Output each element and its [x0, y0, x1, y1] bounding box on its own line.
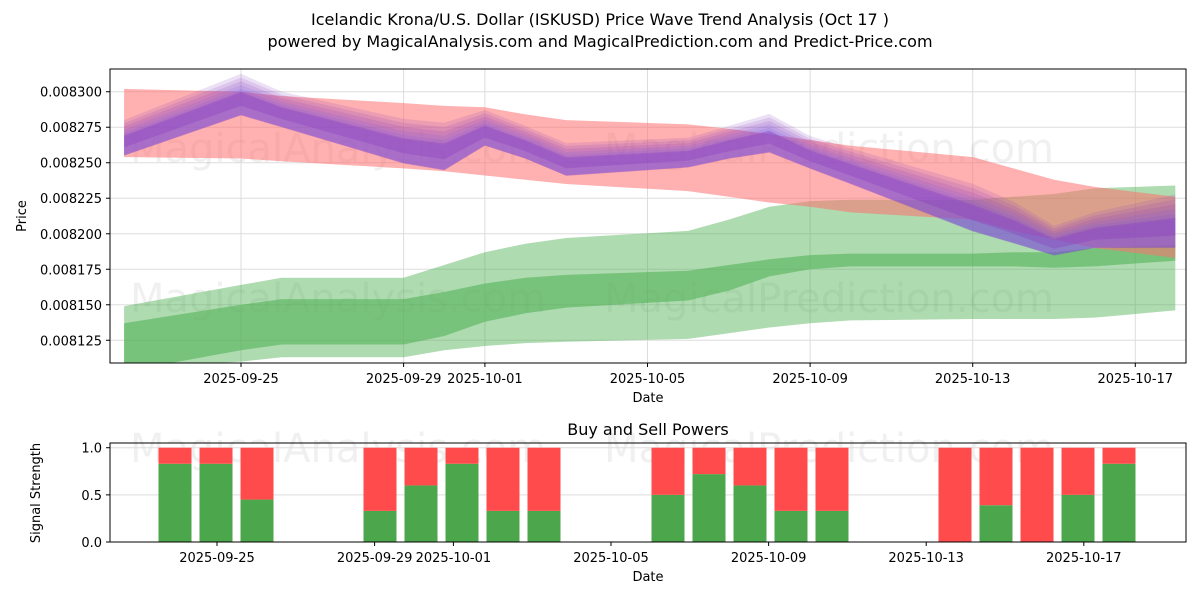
sell-bar [199, 447, 233, 464]
sell-bar [733, 447, 767, 486]
buy-bar [651, 494, 685, 542]
buy-bar [733, 485, 767, 542]
sell-bar [158, 447, 192, 464]
bar-y-tick-label: 0.5 [81, 489, 102, 504]
main-plot-area [124, 73, 1176, 363]
sell-bar [445, 447, 479, 464]
price-wave-core [124, 91, 1176, 249]
sell-bar [692, 447, 726, 475]
main-x-tick-label: 2025-09-29 [366, 372, 442, 387]
main-y-tick-label: 0.008300 [40, 86, 102, 101]
main-x-ticks: 2025-09-25 2025-09-29 2025-10-01 2025-10-05… [203, 363, 1173, 387]
sell-bar [486, 447, 520, 511]
main-y-tick-label: 0.008225 [40, 192, 102, 207]
bar-x-ticks: 2025-09-25 2025-09-29 2025-10-01 2025-10-05… [179, 542, 1122, 566]
bar-y-tick-label: 1.0 [81, 442, 102, 457]
price-wave-band [124, 93, 1176, 256]
bar-plot-area [158, 447, 1136, 542]
main-x-tick-label: 2025-10-17 [1098, 372, 1174, 387]
buy-bar [1061, 494, 1095, 542]
bar-y-axis-label: Signal Strength [29, 443, 44, 543]
price-wave-band [124, 85, 1176, 256]
sell-bar [1102, 447, 1136, 464]
sell-bar [240, 447, 274, 500]
bar-y-tick-label: 0.0 [81, 536, 102, 551]
main-x-tick-label: 2025-10-13 [935, 372, 1011, 387]
bar-x-axis-label: Date [632, 570, 663, 585]
main-y-ticks: 0.008125 0.008150 0.008175 0.008200 0.008225… [40, 86, 110, 349]
sell-bar [979, 447, 1013, 506]
red-trend-band [124, 88, 1176, 258]
bar-y-ticks: 0.0 0.5 1.0 [81, 442, 110, 551]
buy-bar [445, 463, 479, 542]
bar-x-tick-label: 2025-09-29 [337, 551, 413, 566]
buy-bar [692, 474, 726, 542]
buy-bar [815, 510, 849, 542]
main-y-tick-label: 0.008150 [40, 299, 102, 314]
main-x-tick-label: 2025-10-09 [772, 372, 848, 387]
sell-bar [774, 447, 808, 511]
price-wave-band [124, 81, 1176, 256]
bar-x-tick-label: 2025-10-05 [573, 551, 649, 566]
main-x-axis-label: Date [632, 391, 663, 406]
bar-chart-title: Buy and Sell Powers [567, 420, 729, 439]
price-wave-band [124, 88, 1176, 256]
main-y-tick-label: 0.008200 [40, 228, 102, 243]
main-x-tick-label: 2025-09-25 [203, 372, 279, 387]
sell-bar [651, 447, 685, 495]
main-y-tick-label: 0.008175 [40, 263, 102, 278]
sell-bar [527, 447, 561, 511]
bar-x-tick-label: 2025-09-25 [179, 551, 255, 566]
main-y-tick-label: 0.008275 [40, 121, 102, 136]
sell-bar [1061, 447, 1095, 495]
bar-x-tick-label: 2025-10-13 [888, 551, 964, 566]
bar-x-tick-label: 2025-10-09 [731, 551, 807, 566]
main-x-tick-label: 2025-10-01 [447, 372, 523, 387]
main-y-tick-label: 0.008125 [40, 334, 102, 349]
buy-bar [486, 510, 520, 542]
price-wave-band [124, 73, 1176, 256]
buy-bar [199, 463, 233, 542]
green-trend-band-inner [124, 245, 1176, 363]
buy-bar [363, 510, 397, 542]
sell-bar [404, 447, 438, 486]
bar-x-tick-label: 2025-10-17 [1046, 551, 1122, 566]
sell-bar [1020, 447, 1054, 542]
buy-bar [774, 510, 808, 542]
watermark-5: MagicalAnalysis.com [130, 426, 546, 472]
bar-axes-frame [109, 442, 1187, 543]
sell-bar [815, 447, 849, 511]
main-y-axis-label: Price [15, 200, 30, 232]
buy-bar [527, 510, 561, 542]
sell-bar [938, 447, 972, 542]
buy-bar [158, 463, 192, 542]
main-y-tick-label: 0.008250 [40, 157, 102, 172]
buy-bar [1102, 463, 1136, 542]
price-wave-band [124, 77, 1176, 256]
chart-subtitle: powered by MagicalAnalysis.com and Magic… [267, 32, 933, 51]
buy-bar [979, 505, 1013, 542]
main-x-tick-label: 2025-10-05 [610, 372, 686, 387]
buy-bar [240, 499, 274, 542]
sell-bar [363, 447, 397, 511]
bar-x-tick-label: 2025-10-01 [416, 551, 492, 566]
buy-bar [404, 485, 438, 542]
chart-title: Icelandic Krona/U.S. Dollar (ISKUSD) Pri… [310, 10, 890, 29]
